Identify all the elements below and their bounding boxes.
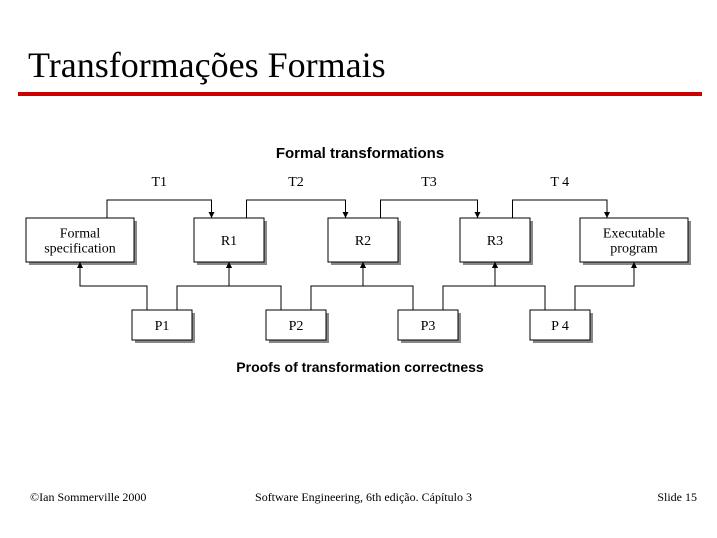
t-label-3: T3 (421, 175, 437, 190)
diagram-footer-label: Proofs of transformation correctness (236, 359, 484, 375)
footer-slide-num: Slide 15 (657, 490, 697, 505)
node-r1-label: R1 (221, 234, 237, 249)
node-r3-label: R3 (487, 234, 503, 249)
slide: Transformações Formais Formal transforma… (0, 0, 717, 538)
edge-t3 (381, 200, 478, 218)
edge-t4 (513, 200, 608, 218)
edge-p3-right (443, 262, 495, 310)
node-exec-label: Executable (603, 227, 665, 242)
edge-p2-left (229, 262, 281, 310)
node-p2-label: P2 (289, 319, 304, 334)
edge-p2-right (311, 262, 363, 310)
edge-p4-right (575, 262, 634, 310)
t-label-4: T 4 (550, 175, 569, 190)
t-label-2: T2 (288, 175, 304, 190)
slide-title: Transformações Formais (28, 44, 386, 86)
node-spec-label: Formal (60, 227, 101, 242)
edge-t1 (107, 200, 212, 218)
diagram-svg: Formal transformations Formalspecificatio… (18, 140, 702, 420)
node-p1-label: P1 (155, 319, 170, 334)
node-p3-label: P3 (421, 319, 436, 334)
footer-book-title: Software Engineering, 6th edição. Cápítu… (30, 490, 697, 505)
edge-t2 (247, 200, 346, 218)
title-rule (18, 92, 702, 96)
node-exec-label: program (610, 242, 658, 257)
edge-p1-left (80, 262, 147, 310)
edge-p1-right (177, 262, 229, 310)
edge-p3-left (363, 262, 413, 310)
node-spec-label: specification (44, 242, 116, 257)
node-r2-label: R2 (355, 234, 371, 249)
edge-p4-left (495, 262, 545, 310)
diagram-container: Formal transformations Formalspecificatio… (18, 140, 702, 420)
diagram-header: Formal transformations (276, 145, 444, 162)
node-p4-label: P 4 (551, 319, 569, 334)
t-label-1: T1 (151, 175, 167, 190)
